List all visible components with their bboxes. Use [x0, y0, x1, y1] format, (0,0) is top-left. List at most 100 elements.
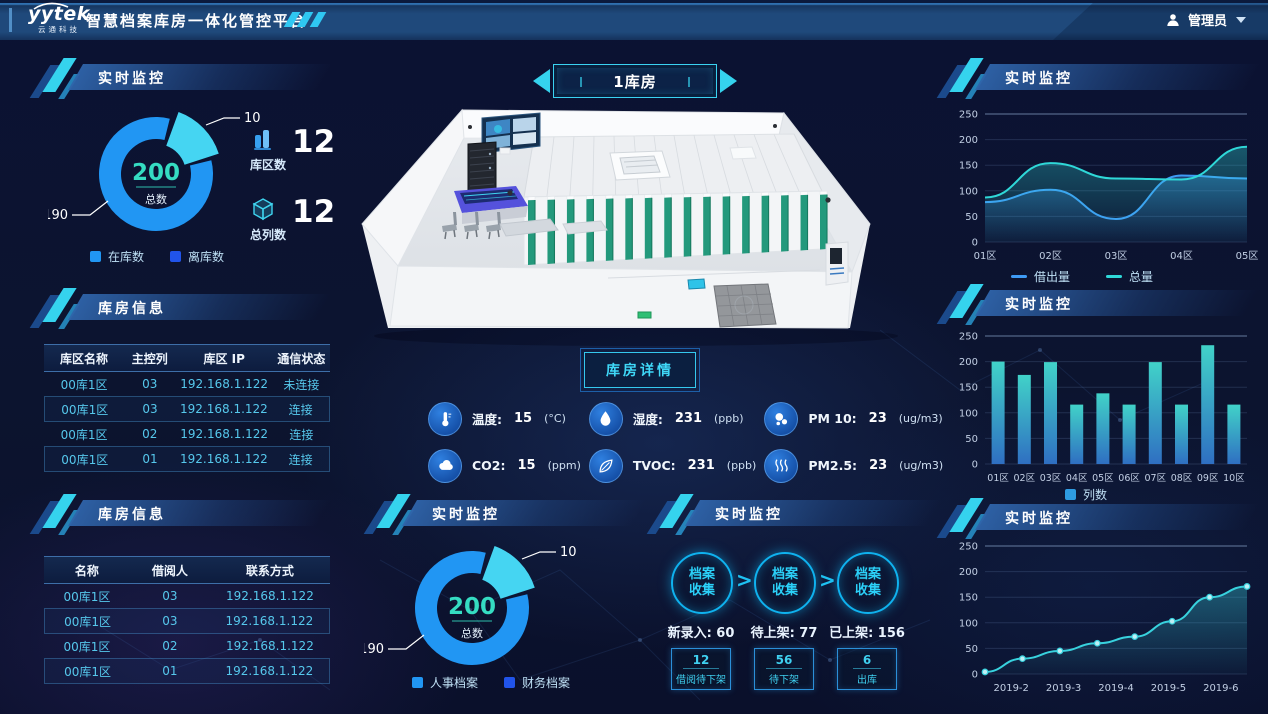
svg-text:01区: 01区	[987, 473, 1009, 484]
legend-label: 列数	[1083, 488, 1108, 502]
page-title: 智慧档案库房一体化管控平台	[86, 12, 308, 30]
legend-label: 离库数	[188, 250, 225, 264]
flow-action-box[interactable]: 56 待下架	[754, 648, 814, 690]
zone-bars-legend: 列数	[1065, 486, 1107, 503]
app-header: yytek 云通科技 智慧档案库房一体化管控平台 管理员	[0, 0, 1268, 40]
humidity-drop-icon	[588, 401, 623, 436]
logo-text: yytek	[28, 3, 90, 25]
svg-text:2019-2: 2019-2	[993, 683, 1028, 694]
flow-stat: 已上架: 156	[829, 626, 905, 641]
legend-item[interactable]: 离库数	[170, 248, 224, 265]
panel-zone-bars-chart: 实时监控 0 50 100 150 200 250 01区 02区 03区 04区 05区 06区 07…	[936, 284, 1268, 502]
svg-text:50: 50	[965, 434, 978, 445]
sensor-unit: (ug/m3)	[899, 459, 944, 472]
table-row: 00库1区 02 192.168.1.122	[44, 634, 330, 658]
table-cell: 03	[142, 377, 158, 391]
logo: yytek 云通科技	[28, 2, 98, 35]
table-cell: 00库1区	[60, 427, 108, 442]
legend-label: 在库数	[108, 250, 145, 264]
table-row: 00库1区 03 192.168.1.122 连接	[44, 396, 330, 422]
sensor-value: 231	[687, 458, 715, 473]
table-cell: 00库1区	[64, 614, 112, 629]
flow-box-label: 借阅待下架	[676, 674, 726, 686]
table-cell: 192.168.1.122	[180, 377, 269, 391]
svg-text:2019-3: 2019-3	[1046, 683, 1081, 694]
svg-text:50: 50	[965, 212, 978, 223]
legend-item[interactable]: 借出量	[1011, 268, 1070, 285]
panel-title: 库房信息	[98, 301, 166, 317]
svg-text:10: 10	[560, 545, 577, 560]
panel-realtime-storage: 实时监控 200 总数 10 190 在库数 离库数 库区数 12 总列数 12	[29, 58, 346, 292]
legend-item[interactable]: 财务档案	[504, 674, 570, 691]
sensor-readout: CO2: 15 (ppm)	[428, 445, 581, 486]
svg-text:03区: 03区	[1105, 250, 1128, 262]
table-cell: 192.168.1.122	[226, 589, 314, 603]
legend-swatch	[1106, 275, 1123, 278]
panel-title: 实时监控	[1005, 511, 1073, 527]
svg-text:09区: 09区	[1197, 473, 1219, 484]
panel-archive-flow: 实时监控 档案收集 新录入: 60 > 档案收集 待上架: 77 > 档案收集 已上架: 15…	[646, 494, 957, 714]
sensor-value: 15	[514, 411, 533, 426]
zone-bars-chart: 0 50 100 150 200 250 01区 02区 03区 04区 05区 06区 07区 08区 0…	[959, 332, 1247, 484]
table-header-row: 库区名称 主控列 库区 IP 通信状态	[44, 344, 330, 372]
legend-swatch	[170, 251, 182, 262]
flow-action-box[interactable]: 6 出库	[837, 648, 897, 690]
archive-donut-legend: 人事档案 财务档案	[412, 674, 570, 691]
sensor-value: 23	[869, 458, 888, 473]
user-menu[interactable]: 管理员	[1165, 10, 1246, 29]
legend-item[interactable]: 在库数	[90, 248, 144, 265]
table-cell: 192.168.1.122	[180, 427, 269, 441]
table-cell: 00库1区	[61, 452, 109, 467]
storage-stat: 总列数 12	[244, 194, 335, 256]
flow-action-box[interactable]: 12 借阅待下架	[671, 648, 731, 690]
warehouse-detail-button[interactable]: 库房详情	[580, 348, 700, 392]
column-cube-icon	[250, 196, 276, 226]
legend-label: 总量	[1129, 270, 1154, 284]
next-room-arrow-icon[interactable]	[720, 69, 737, 93]
thermometer-icon	[428, 401, 462, 436]
flow-stat: 待上架: 77	[750, 626, 818, 641]
sensor-readout: TVOC: 231 (ppb)	[588, 445, 757, 486]
selector-mark-decoration	[580, 77, 582, 87]
legend-label: 借出量	[1034, 270, 1071, 284]
pm10-particles-icon	[764, 401, 799, 436]
table-cell: 00库1区	[63, 589, 111, 604]
svg-text:06区: 06区	[1118, 473, 1140, 484]
archive-flow-node: 档案收集	[671, 552, 733, 614]
flow-arrow-icon: >	[819, 568, 836, 592]
sensor-unit: (ppb)	[726, 459, 757, 472]
svg-text:10: 10	[244, 111, 261, 126]
room-selector: 1库房	[533, 64, 737, 98]
column-header: 联系方式	[245, 563, 294, 578]
svg-text:2019-4: 2019-4	[1098, 683, 1133, 694]
svg-text:0: 0	[972, 670, 978, 681]
svg-text:05区: 05区	[1236, 250, 1259, 262]
room-selector-box: 1库房	[553, 64, 717, 98]
svg-text:总数: 总数	[461, 626, 483, 640]
svg-text:08区: 08区	[1171, 473, 1193, 484]
svg-text:02区: 02区	[1014, 473, 1036, 484]
table-cell: 01	[162, 664, 178, 678]
panel-zone-lines-chart: 实时监控 0 50 100 150 200 250 01区 02区 03区 04区 05区 借出量 总…	[936, 58, 1268, 286]
trend-line-chart: 0 50 100 150 200 250 2019-2 2019-3 2019-4 2019-5 2…	[959, 542, 1251, 694]
sensor-label: 温度:	[472, 412, 502, 427]
svg-text:250: 250	[959, 110, 978, 121]
legend-item[interactable]: 总量	[1106, 268, 1153, 285]
flow-stat: 新录入: 60	[667, 626, 735, 641]
table-cell: 03	[142, 402, 158, 416]
table-cell: 192.168.1.122	[226, 639, 314, 653]
svg-text:07区: 07区	[1145, 473, 1167, 484]
column-header: 名称	[74, 563, 99, 578]
table-header-row: 名称 借阅人 联系方式	[44, 556, 330, 584]
table-cell: 00库1区	[60, 377, 108, 392]
prev-room-arrow-icon[interactable]	[533, 69, 550, 93]
table-cell: 02	[142, 427, 158, 441]
warehouse-borrowers-table: 名称 借阅人 联系方式 00库1区 03 192.168.1.122 00库1区 03 192.…	[44, 556, 330, 684]
sensor-unit: (ppb)	[714, 412, 744, 425]
table-cell: 00库1区	[61, 402, 109, 417]
legend-item[interactable]: 列数	[1065, 486, 1107, 503]
sensor-value: 231	[674, 411, 702, 426]
legend-item[interactable]: 人事档案	[412, 674, 478, 691]
panel-realtime-archives: 实时监控 200 总数 10 190 人事档案 财务档案	[359, 494, 660, 714]
header-right-section	[1053, 0, 1268, 40]
